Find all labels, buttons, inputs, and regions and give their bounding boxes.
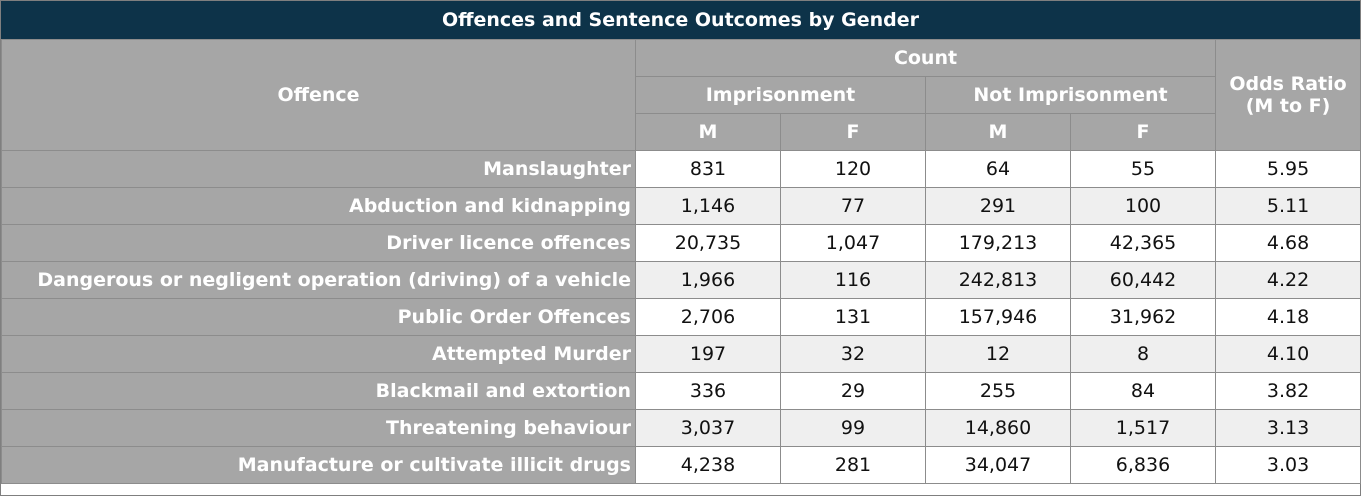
odds-ratio-header-line1: Odds Ratio	[1229, 73, 1347, 95]
not-imprisonment-m-cell: 242,813	[925, 261, 1071, 299]
odds-ratio-cell: 4.22	[1215, 261, 1361, 299]
imprisonment-m-cell: 197	[635, 335, 781, 373]
not-imprisonment-m-header: M	[925, 113, 1071, 151]
odds-ratio-cell: 4.10	[1215, 335, 1361, 373]
imprisonment-m-cell: 3,037	[635, 409, 781, 447]
not-imprisonment-f-cell: 55	[1069, 150, 1217, 188]
offence-label: Dangerous or negligent operation (drivin…	[1, 261, 636, 299]
offence-label: Abduction and kidnapping	[1, 187, 636, 225]
imprisonment-m-cell: 20,735	[635, 224, 781, 262]
imprisonment-m-cell: 2,706	[635, 298, 781, 336]
not-imprisonment-f-cell: 1,517	[1069, 409, 1217, 447]
offence-label: Attempted Murder	[1, 335, 636, 373]
table-row: Manufacture or cultivate illicit drugs 4,…	[1, 446, 1361, 484]
not-imprisonment-f-cell: 8	[1069, 335, 1217, 373]
offence-label: Driver licence offences	[1, 224, 636, 262]
not-imprisonment-m-cell: 64	[925, 150, 1071, 188]
offence-header: Offence	[1, 39, 636, 151]
table-row: Blackmail and extortion 336 29 255 84 3.82	[1, 372, 1361, 410]
imprisonment-f-cell: 77	[780, 187, 926, 225]
imprisonment-m-cell: 1,966	[635, 261, 781, 299]
not-imprisonment-f-header: F	[1069, 113, 1217, 151]
not-imprisonment-f-cell: 6,836	[1069, 446, 1217, 484]
imprisonment-m-cell: 1,146	[635, 187, 781, 225]
not-imprisonment-f-cell: 42,365	[1069, 224, 1217, 262]
offence-label: Manufacture or cultivate illicit drugs	[1, 446, 636, 484]
not-imprisonment-f-cell: 60,442	[1069, 261, 1217, 299]
imprisonment-m-cell: 4,238	[635, 446, 781, 484]
imprisonment-f-cell: 131	[780, 298, 926, 336]
not-imprisonment-m-cell: 255	[925, 372, 1071, 410]
not-imprisonment-header: Not Imprisonment	[924, 76, 1217, 114]
imprisonment-f-cell: 116	[780, 261, 926, 299]
imprisonment-f-cell: 29	[780, 372, 926, 410]
not-imprisonment-f-cell: 84	[1069, 372, 1217, 410]
odds-ratio-cell: 5.11	[1215, 187, 1361, 225]
odds-ratio-cell: 3.13	[1215, 409, 1361, 447]
not-imprisonment-m-cell: 291	[925, 187, 1071, 225]
odds-ratio-cell: 4.68	[1215, 224, 1361, 262]
imprisonment-f-cell: 99	[780, 409, 926, 447]
imprisonment-f-header: F	[780, 113, 926, 151]
table-row: Manslaughter 831 120 64 55 5.95	[1, 150, 1361, 188]
not-imprisonment-f-cell: 100	[1069, 187, 1217, 225]
imprisonment-f-cell: 120	[780, 150, 926, 188]
table-title: Offences and Sentence Outcomes by Gender	[1, 1, 1360, 39]
table-row: Public Order Offences 2,706 131 157,946 31,9…	[1, 298, 1361, 336]
table-row: Driver licence offences 20,735 1,047 179,21…	[1, 224, 1361, 262]
count-header: Count	[634, 39, 1217, 77]
not-imprisonment-m-cell: 14,860	[925, 409, 1071, 447]
table-body: Manslaughter 831 120 64 55 5.95 Abduction and …	[1, 150, 1361, 484]
not-imprisonment-m-cell: 34,047	[925, 446, 1071, 484]
imprisonment-m-header: M	[635, 113, 781, 151]
not-imprisonment-m-cell: 179,213	[925, 224, 1071, 262]
imprisonment-f-cell: 1,047	[780, 224, 926, 262]
offence-label: Manslaughter	[1, 150, 636, 188]
odds-ratio-cell: 4.18	[1215, 298, 1361, 336]
offence-label: Blackmail and extortion	[1, 372, 636, 410]
odds-ratio-header: Odds Ratio (M to F)	[1215, 39, 1361, 151]
table-row: Threatening behaviour 3,037 99 14,860 1,517 3…	[1, 409, 1361, 447]
table-row: Attempted Murder 197 32 12 8 4.10	[1, 335, 1361, 373]
odds-ratio-cell: 3.03	[1215, 446, 1361, 484]
imprisonment-f-cell: 32	[780, 335, 926, 373]
imprisonment-header: Imprisonment	[635, 76, 926, 114]
offence-label: Public Order Offences	[1, 298, 636, 336]
imprisonment-m-cell: 831	[635, 150, 781, 188]
table-row: Abduction and kidnapping 1,146 77 291 100 5.1…	[1, 187, 1361, 225]
imprisonment-f-cell: 281	[780, 446, 926, 484]
not-imprisonment-f-cell: 31,962	[1069, 298, 1217, 336]
offences-table: Offence Count Odds Ratio (M to F) Impris…	[1, 39, 1361, 484]
not-imprisonment-m-cell: 157,946	[925, 298, 1071, 336]
offence-label: Threatening behaviour	[1, 409, 636, 447]
table-row: Dangerous or negligent operation (drivin…	[1, 261, 1361, 299]
odds-ratio-cell: 5.95	[1215, 150, 1361, 188]
odds-ratio-header-line2: (M to F)	[1245, 95, 1331, 117]
imprisonment-m-cell: 336	[635, 372, 781, 410]
odds-ratio-cell: 3.82	[1215, 372, 1361, 410]
not-imprisonment-m-cell: 12	[925, 335, 1071, 373]
